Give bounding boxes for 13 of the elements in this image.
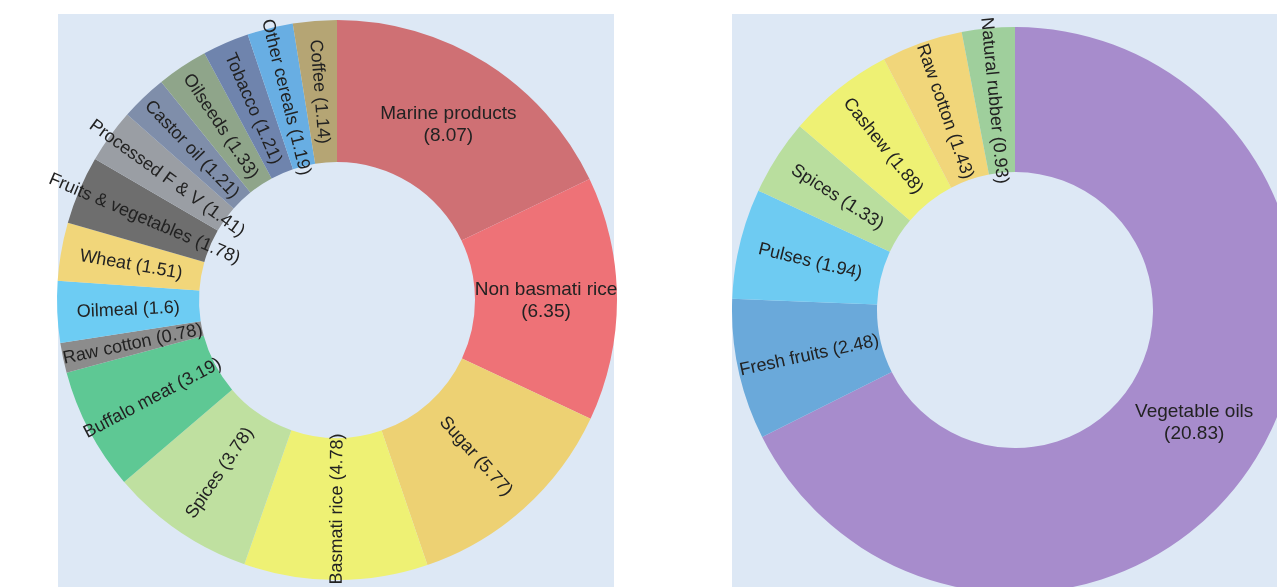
slice-label: Vegetable oils	[1135, 399, 1254, 421]
slice-label: Wheat (1.51)	[78, 244, 185, 283]
data-label: (8.07)	[423, 124, 474, 146]
slice-label: Basmati rice (4.78)	[325, 433, 347, 585]
slice-label: Fresh fruits (2.48)	[737, 329, 881, 380]
slice-label: Oilmeal (1.6)	[76, 296, 181, 322]
slice-label: Pulses (1.94)	[756, 238, 865, 283]
slice-label: Non basmati rice	[474, 278, 618, 300]
slice-label: Natural rubber (0.93)	[977, 16, 1013, 185]
slice-label: Coffee (1.14)	[306, 38, 335, 145]
slice-label: Marine products	[380, 102, 517, 124]
data-label: (6.35)	[521, 300, 571, 322]
data-label: (20.83)	[1164, 421, 1225, 443]
